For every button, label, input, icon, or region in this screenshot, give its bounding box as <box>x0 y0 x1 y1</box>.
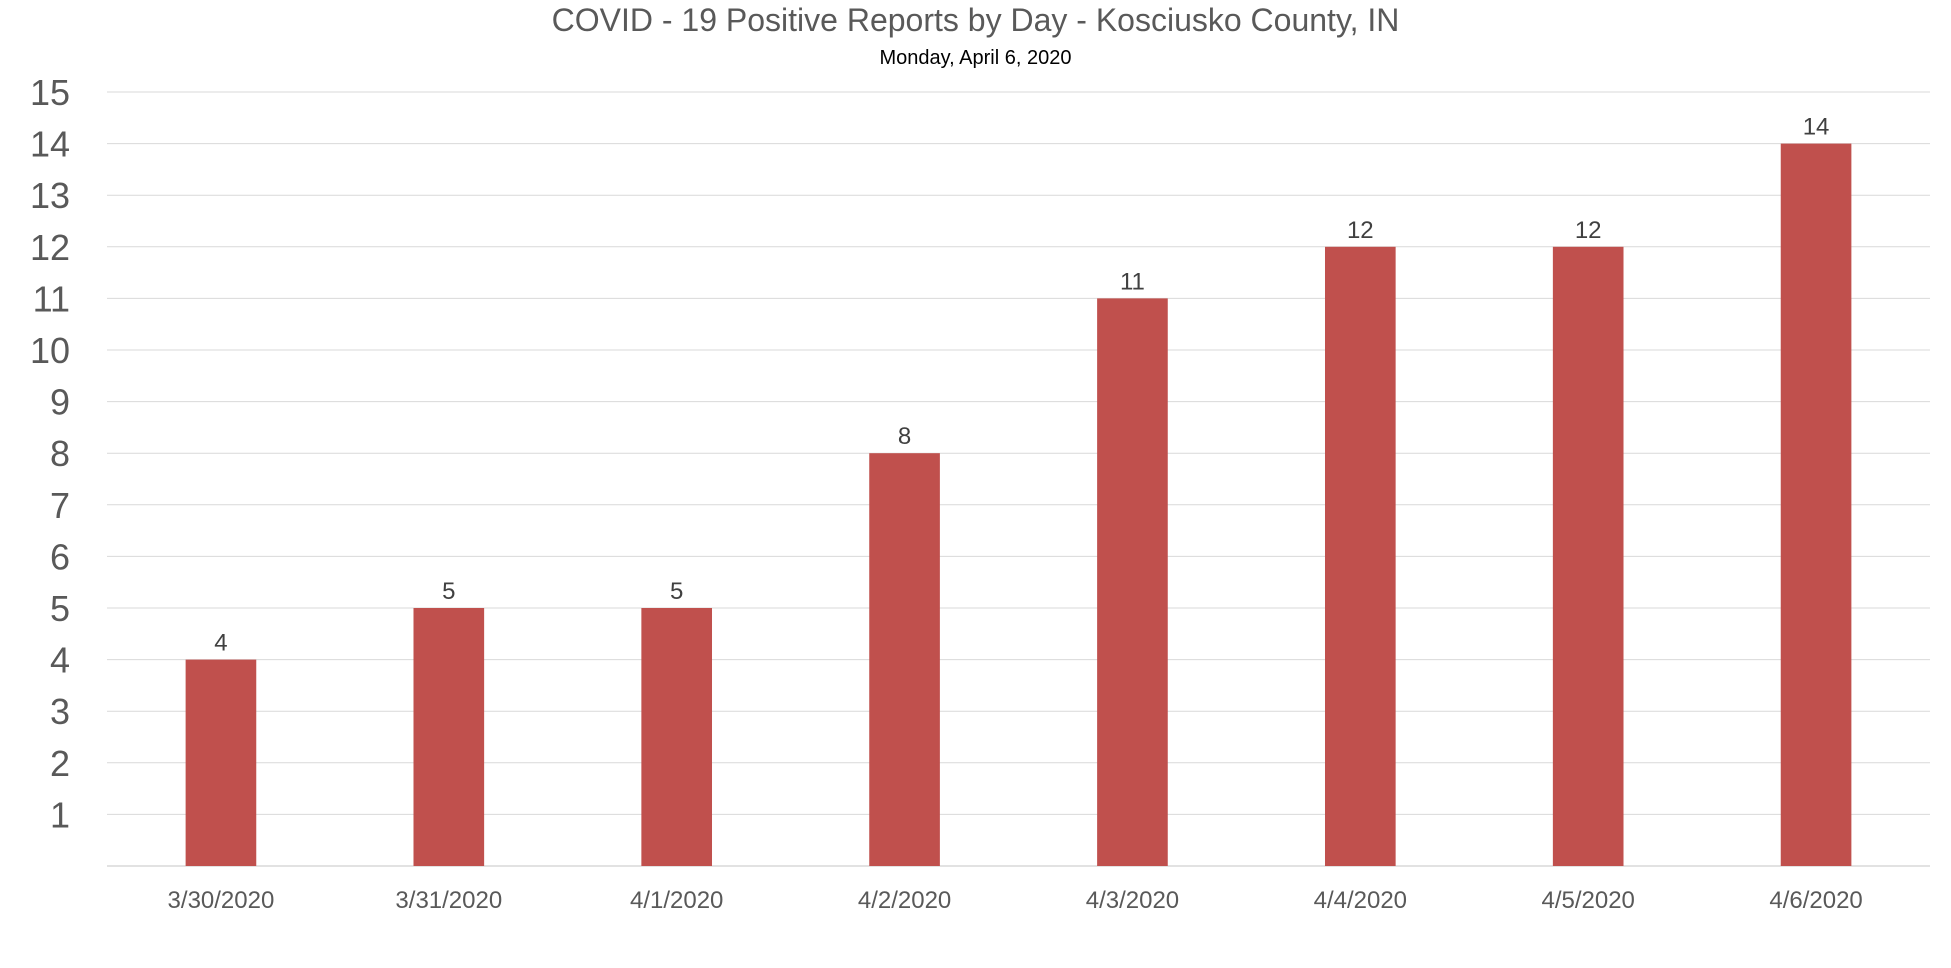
x-tick-label: 4/2/2020 <box>858 887 951 914</box>
y-tick-label: 3 <box>50 691 70 732</box>
y-tick-label: 4 <box>50 640 70 681</box>
bar <box>413 608 485 866</box>
bar <box>1552 246 1624 867</box>
data-label: 4 <box>214 630 227 657</box>
bar <box>185 659 257 866</box>
data-label: 14 <box>1803 114 1830 141</box>
bar <box>1324 246 1396 867</box>
y-tick-label: 7 <box>50 485 70 526</box>
x-tick-label: 4/6/2020 <box>1769 887 1862 914</box>
y-tick-label: 1 <box>50 794 70 835</box>
y-tick-label: 8 <box>50 433 70 474</box>
data-label: 12 <box>1575 217 1602 244</box>
data-label: 8 <box>898 423 911 450</box>
x-tick-label: 4/3/2020 <box>1086 887 1179 914</box>
data-label: 5 <box>670 578 683 605</box>
y-tick-label: 11 <box>33 278 70 319</box>
chart-title: COVID - 19 Positive Reports by Day - Kos… <box>551 2 1400 38</box>
x-tick-label: 3/31/2020 <box>395 887 502 914</box>
chart-subtitle: Monday, April 6, 2020 <box>879 47 1072 69</box>
y-tick-label: 5 <box>50 588 70 629</box>
y-tick-label: 2 <box>50 743 70 784</box>
y-tick-label: 13 <box>30 175 70 216</box>
bar <box>1780 143 1852 867</box>
y-tick-label: 15 <box>30 72 70 113</box>
y-tick-label: 10 <box>30 330 70 371</box>
y-tick-label: 6 <box>50 536 70 577</box>
bar <box>1097 298 1168 866</box>
bar <box>869 453 940 866</box>
data-label: 5 <box>442 578 455 605</box>
y-tick-label: 14 <box>30 124 70 165</box>
x-tick-label: 4/1/2020 <box>630 887 723 914</box>
data-label: 11 <box>1120 268 1145 295</box>
x-tick-label: 3/30/2020 <box>168 887 275 914</box>
y-tick-label: 12 <box>30 227 70 268</box>
bar <box>641 608 713 866</box>
y-tick-label: 9 <box>50 382 70 423</box>
x-tick-label: 4/5/2020 <box>1541 887 1634 914</box>
data-label: 12 <box>1347 217 1374 244</box>
x-tick-label: 4/4/2020 <box>1314 887 1407 914</box>
